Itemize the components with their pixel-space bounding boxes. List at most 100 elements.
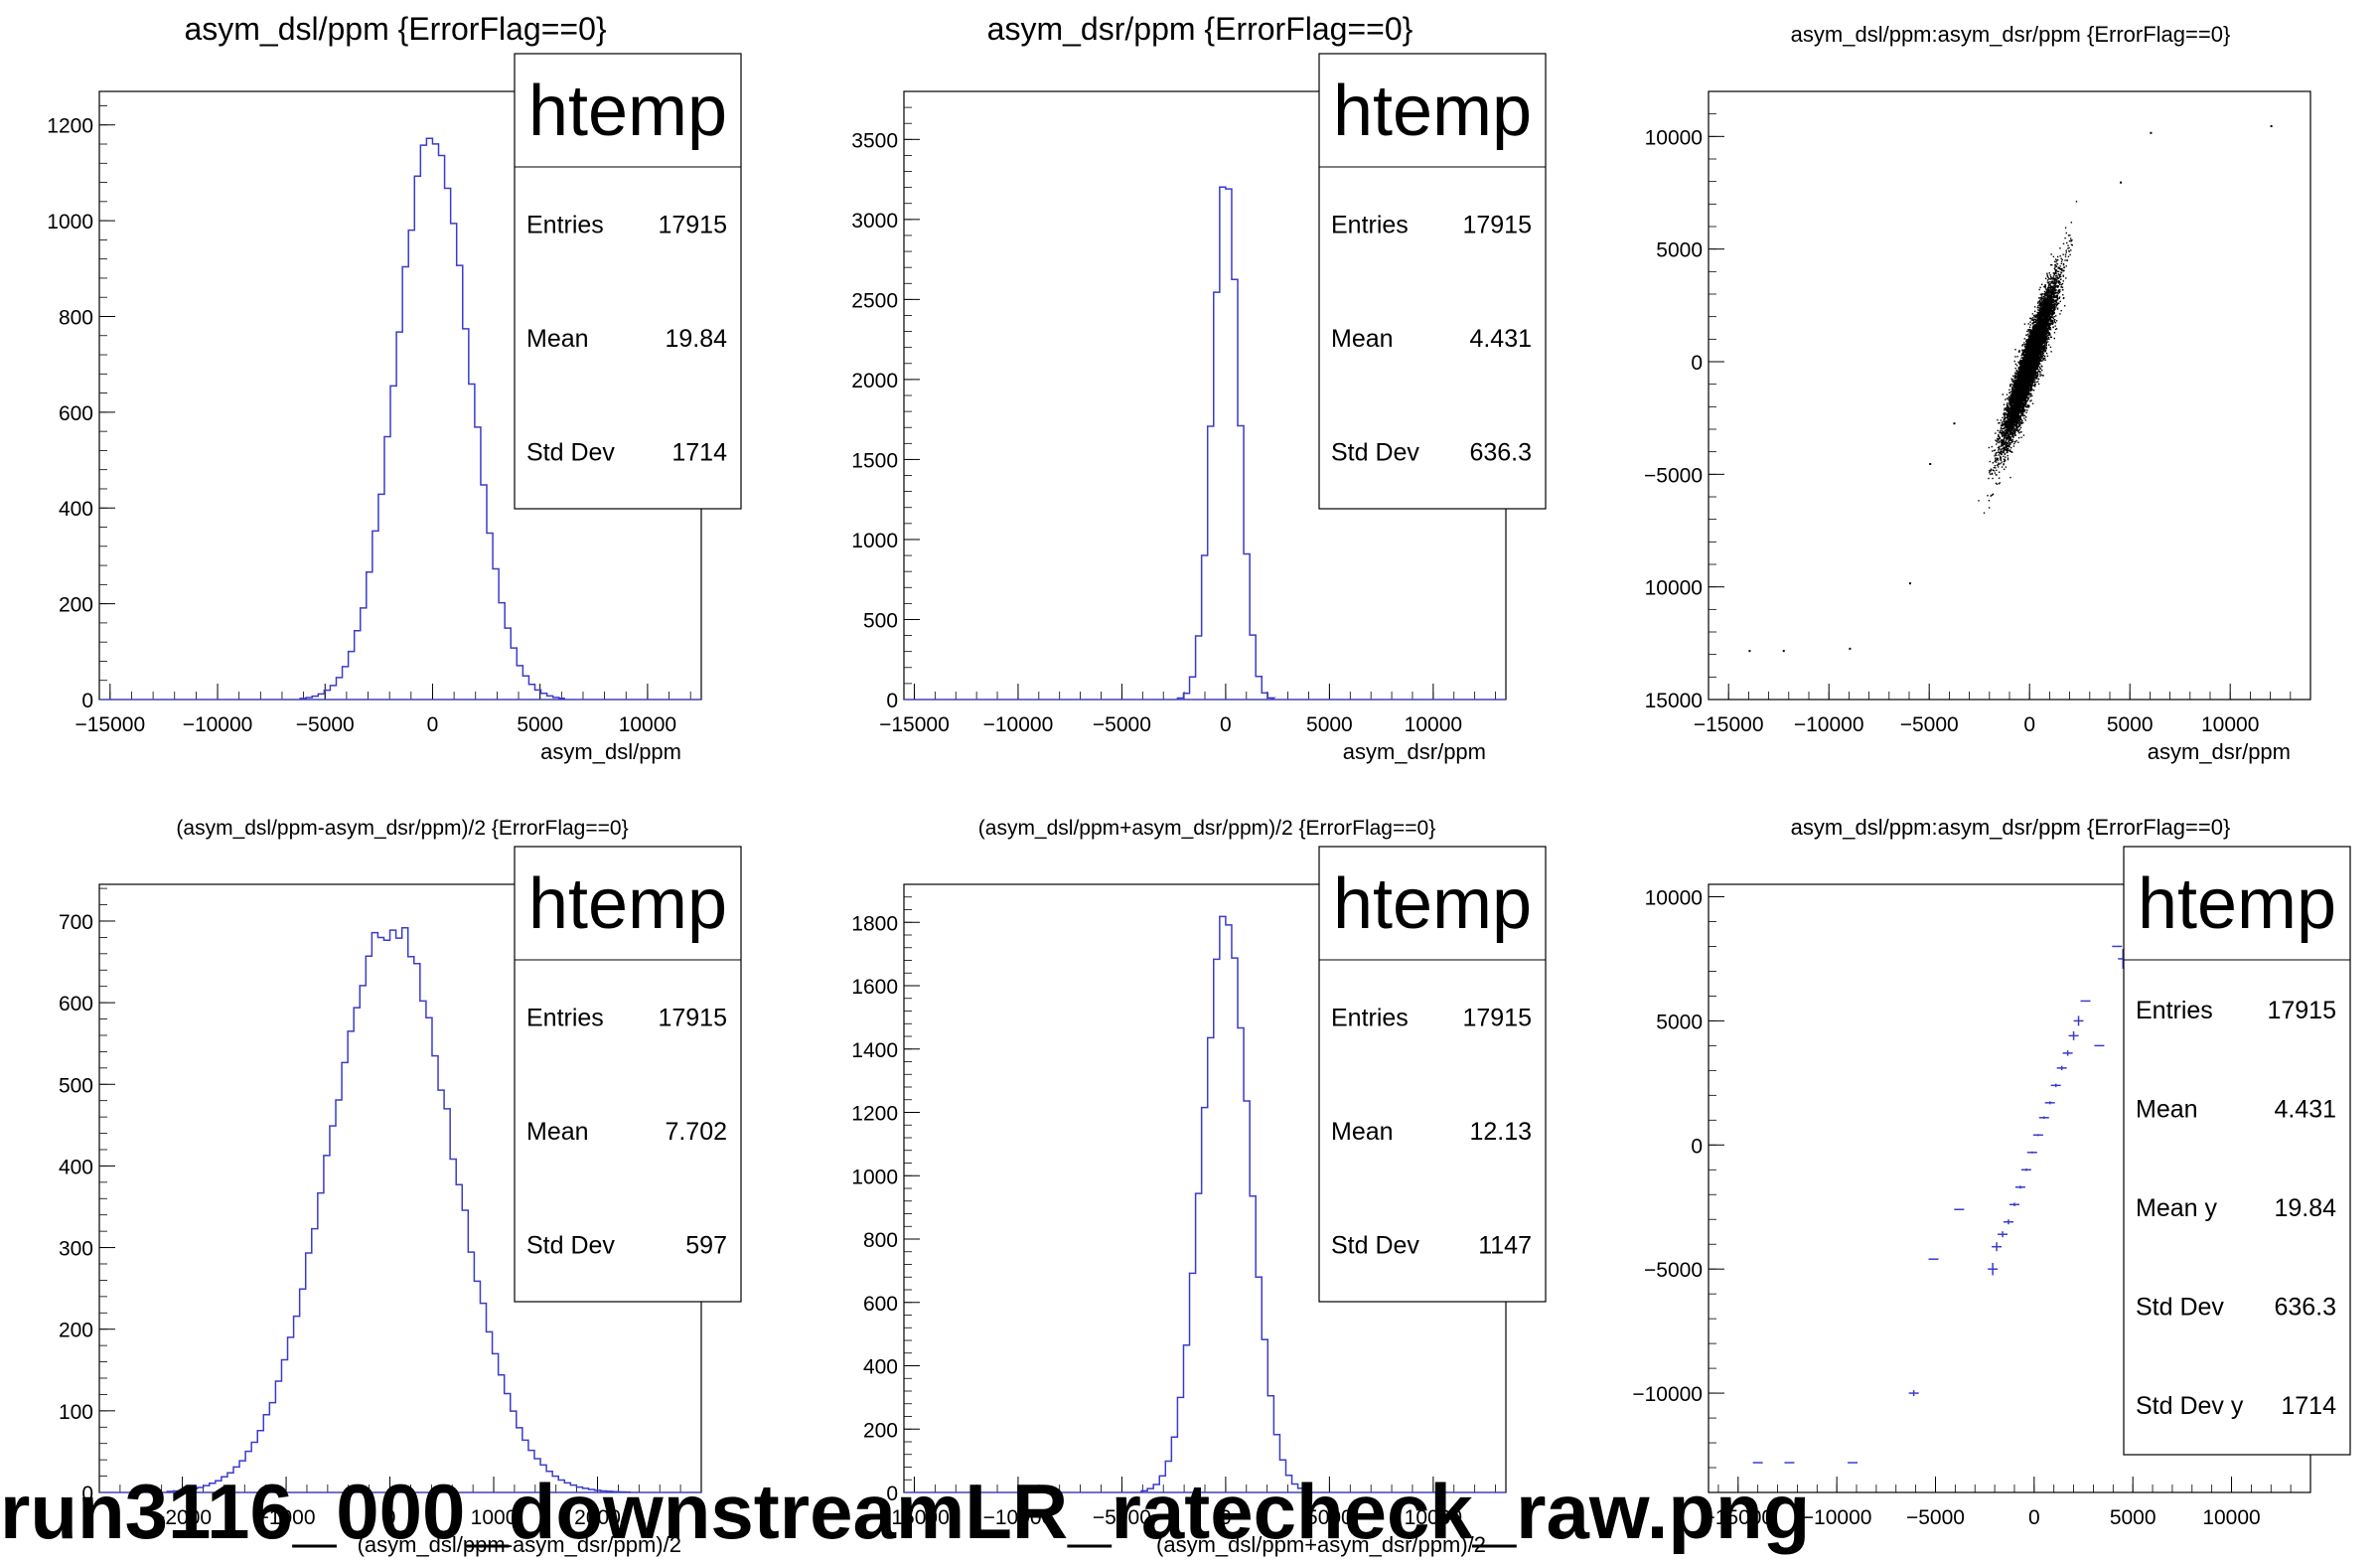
- y-tick-label: 200: [59, 594, 93, 617]
- scatter-point: [2021, 413, 2023, 415]
- scatter-point: [2045, 341, 2048, 344]
- scatter-point: [2022, 406, 2025, 408]
- scatter-point: [2049, 290, 2052, 293]
- scatter-point: [2010, 390, 2013, 391]
- y-tick-label: 0: [81, 690, 93, 712]
- scatter-point: [2043, 357, 2046, 360]
- scatter-point: [2005, 433, 2007, 435]
- x-tick-label: 10000: [1405, 713, 1462, 736]
- scatter-point: [2025, 339, 2028, 341]
- scatter-point: [2049, 310, 2051, 313]
- scatter-point: [2025, 395, 2028, 397]
- scatter-point: [2045, 344, 2047, 347]
- scatter-point: [2002, 435, 2004, 437]
- scatter-point: [2018, 425, 2020, 427]
- scatter-point: [2036, 381, 2039, 383]
- pad-title: asym_dsl/ppm:asym_dsr/ppm {ErrorFlag==0}: [1791, 22, 2231, 47]
- scatter-point: [2029, 390, 2031, 392]
- scatter-point: [2027, 404, 2030, 406]
- histogram-series: [1176, 186, 1276, 701]
- x-tick-label: −5000: [296, 713, 355, 736]
- stats-box-name: htemp: [528, 72, 727, 151]
- scatter-point: [2004, 409, 2006, 411]
- scatter-point: [2049, 346, 2052, 349]
- scatter-point: [2056, 279, 2058, 281]
- scatter-point: [2027, 342, 2029, 344]
- scatter-point: [2047, 344, 2050, 346]
- x-tick-label: 0: [1220, 713, 1232, 736]
- scatter-point: [2042, 355, 2045, 357]
- scatter-point: [2028, 380, 2031, 382]
- scatter-point: [2049, 324, 2051, 326]
- scatter-point: [2043, 299, 2046, 302]
- scatter-point: [2023, 414, 2026, 417]
- scatter-point: [2000, 424, 2003, 427]
- scatter-point: [2059, 265, 2061, 267]
- scatter-point: [1997, 437, 1999, 440]
- scatter-point: [2006, 421, 2008, 424]
- scatter-point: [2013, 422, 2015, 424]
- scatter-point: [1998, 449, 2000, 451]
- scatter-point: [2020, 421, 2022, 423]
- scatter-point: [2014, 367, 2016, 370]
- scatter-point: [2026, 330, 2028, 333]
- scatter-point: [1992, 477, 1994, 480]
- scatter-point: [2030, 399, 2032, 401]
- scatter-point: [2067, 255, 2070, 258]
- scatter-point: [2067, 247, 2069, 249]
- scatter-point: [2008, 443, 2010, 445]
- scatter-point: [2039, 371, 2041, 373]
- scatter-point: [2026, 409, 2028, 411]
- y-tick-label: 0: [886, 690, 898, 712]
- y-tick-label: 500: [863, 609, 898, 632]
- y-tick-label: 3000: [851, 210, 898, 233]
- x-axis-label: asym_dsr/ppm: [2148, 739, 2291, 764]
- scatter-point: [2060, 283, 2063, 286]
- scatter-point: [2062, 269, 2064, 272]
- scatter-point: [2037, 365, 2040, 368]
- scatter-point: [2052, 326, 2054, 328]
- y-tick-label: 3500: [851, 129, 898, 152]
- scatter-point: [2008, 395, 2010, 397]
- x-tick-label: 5000: [1306, 713, 1353, 736]
- scatter-point: [2033, 316, 2035, 318]
- scatter-points: [1748, 125, 2273, 653]
- scatter-point: [2061, 282, 2064, 285]
- scatter-point: [1991, 445, 1993, 448]
- scatter-point: [2028, 375, 2031, 377]
- scatter-point: [2020, 422, 2023, 424]
- scatter-point: [2040, 374, 2042, 377]
- scatter-point: [2003, 447, 2005, 450]
- scatter-point: [2009, 406, 2011, 409]
- scatter-point: [1990, 468, 1993, 470]
- scatter-point: [2024, 400, 2026, 402]
- x-tick-label: 10000: [2201, 713, 2259, 736]
- scatter-point: [2033, 321, 2035, 324]
- scatter-point: [2018, 419, 2021, 422]
- scatter-point: [2062, 275, 2065, 277]
- scatter-point: [2008, 435, 2011, 437]
- x-tick-label: −10000: [183, 713, 253, 736]
- scatter-point: [1988, 470, 1991, 472]
- scatter-point: [2051, 292, 2053, 294]
- scatter-point: [2015, 376, 2017, 379]
- scatter-point: [2062, 288, 2064, 291]
- scatter-point: [2016, 372, 2018, 374]
- scatter-point: [2075, 201, 2078, 203]
- scatter-point: [2033, 386, 2036, 388]
- scatter-point: [2050, 351, 2052, 353]
- scatter-point: [1997, 464, 2000, 466]
- scatter-point: [2057, 266, 2059, 268]
- scatter-point: [2057, 267, 2059, 269]
- scatter-point: [2036, 306, 2039, 309]
- scatter-point: [1998, 454, 2000, 456]
- scatter-point: [2011, 397, 2014, 400]
- scatter-point: [2047, 308, 2049, 310]
- scatter-point: [2021, 412, 2023, 414]
- stats-label: Mean: [1331, 325, 1394, 353]
- scatter-point: [2019, 418, 2022, 420]
- scatter-point: [2051, 311, 2054, 314]
- scatter-point: [2004, 432, 2006, 435]
- x-axis-label: asym_dsl/ppm: [540, 739, 681, 764]
